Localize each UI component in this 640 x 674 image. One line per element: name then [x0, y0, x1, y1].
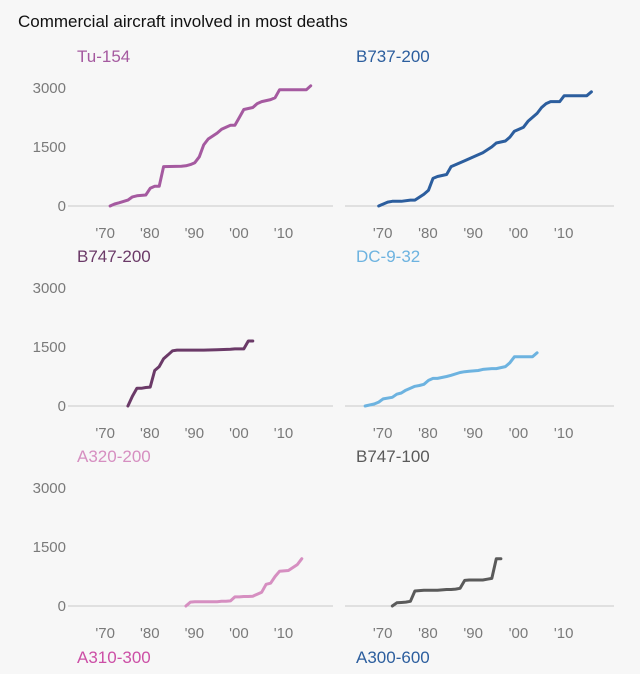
x-tick-label: '10	[554, 625, 574, 642]
panel-label: DC-9-32	[356, 247, 420, 266]
series-line-DC-9-32	[363, 351, 539, 408]
y-tick-label: 1500	[33, 139, 66, 156]
x-tick-label: '90	[463, 225, 483, 242]
x-tick-label: '90	[185, 425, 205, 442]
x-tick-label: '10	[554, 225, 574, 242]
panel-label: B747-200	[77, 247, 151, 266]
x-tick-label: '80	[418, 225, 438, 242]
y-tick-label: 0	[58, 398, 66, 415]
x-tick-label: '80	[140, 625, 160, 642]
x-tick-label: '80	[140, 225, 160, 242]
x-tick-label: '00	[229, 425, 249, 442]
panel-label: A300-600	[356, 648, 430, 667]
series-line-B737-200	[377, 90, 593, 208]
y-tick-label: 3000	[33, 280, 66, 297]
x-tick-label: '70	[373, 425, 393, 442]
x-tick-label: '90	[185, 225, 205, 242]
y-tick-label: 0	[58, 598, 66, 615]
y-tick-label: 0	[58, 198, 66, 215]
panel-label: A310-300	[77, 648, 151, 667]
x-tick-label: '90	[185, 625, 205, 642]
x-tick-label: '00	[509, 625, 529, 642]
panel-label: B737-200	[356, 47, 430, 66]
panel-label: A320-200	[77, 447, 151, 466]
x-tick-label: '70	[373, 625, 393, 642]
x-tick-label: '90	[463, 625, 483, 642]
x-tick-label: '00	[509, 225, 529, 242]
y-tick-label: 3000	[33, 480, 66, 497]
chart-title: Commercial aircraft involved in most dea…	[18, 12, 348, 31]
x-tick-label: '10	[274, 225, 294, 242]
panel-label: B747-100	[356, 447, 430, 466]
y-tick-label: 1500	[33, 539, 66, 556]
x-tick-label: '10	[274, 425, 294, 442]
panel-label: Tu-154	[77, 47, 130, 66]
x-tick-label: '70	[373, 225, 393, 242]
x-tick-label: '70	[95, 225, 115, 242]
x-tick-label: '70	[95, 625, 115, 642]
x-tick-label: '80	[418, 625, 438, 642]
series-line-B747-200	[126, 339, 255, 408]
series-line-B747-100	[390, 557, 503, 608]
y-tick-label: 1500	[33, 339, 66, 356]
x-tick-label: '90	[463, 425, 483, 442]
x-tick-label: '70	[95, 425, 115, 442]
series-line-A320-200	[184, 557, 304, 608]
x-tick-label: '10	[274, 625, 294, 642]
x-tick-label: '10	[554, 425, 574, 442]
x-tick-label: '00	[509, 425, 529, 442]
series-line-Tu-154	[108, 84, 313, 208]
x-tick-label: '80	[140, 425, 160, 442]
x-tick-label: '80	[418, 425, 438, 442]
y-tick-label: 3000	[33, 80, 66, 97]
x-tick-label: '00	[229, 625, 249, 642]
x-tick-label: '00	[229, 225, 249, 242]
